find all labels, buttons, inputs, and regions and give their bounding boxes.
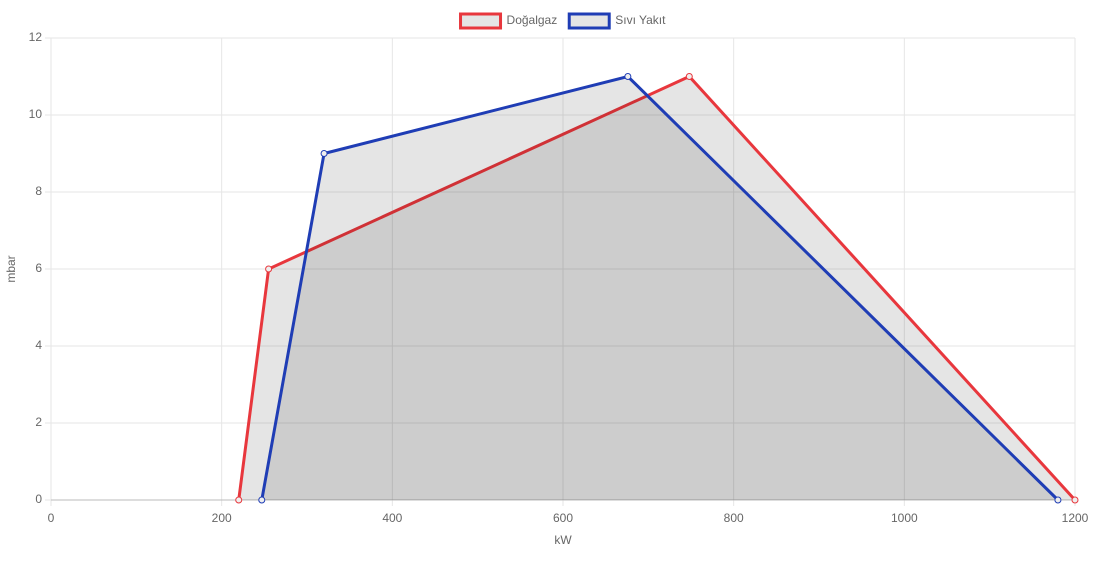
legend-item[interactable]: Sıvı Yakıt (567, 12, 666, 30)
y-tick-label: 6 (35, 261, 42, 275)
point (1071, 496, 1079, 504)
legend-swatch (567, 12, 611, 30)
point (685, 73, 693, 80)
legend-label: Sıvı Yakıt (615, 13, 666, 27)
x-tick-label: 800 (724, 511, 744, 525)
x-tick-label: 0 (48, 511, 55, 525)
point (258, 496, 266, 504)
legend-label: Doğalgaz (507, 13, 558, 27)
y-tick-label: 0 (35, 492, 42, 506)
point (1054, 496, 1062, 504)
point (235, 496, 243, 504)
line (260, 74, 1059, 502)
x-tick-label: 1200 (1062, 511, 1089, 525)
point (265, 265, 273, 273)
x-tick-label: 200 (212, 511, 232, 525)
y-tick-label: 2 (35, 415, 42, 429)
legend-swatch (459, 12, 503, 30)
x-tick-label: 600 (553, 511, 573, 525)
legend-item[interactable]: Doğalgaz (459, 12, 558, 30)
x-axis-label: kW (554, 533, 572, 547)
x-tick-label: 400 (382, 511, 402, 525)
point (624, 73, 632, 80)
legend: Doğalgaz Sıvı Yakıt (459, 12, 666, 30)
x-tick-label: 1000 (891, 511, 918, 525)
y-tick-label: 10 (29, 107, 43, 121)
area (238, 76, 1075, 500)
y-axis-label: mbar (4, 255, 18, 282)
area (261, 76, 1058, 500)
y-tick-label: 12 (29, 30, 43, 44)
line (237, 74, 1077, 502)
y-tick-label: 8 (35, 184, 42, 198)
y-tick-label: 4 (35, 338, 42, 352)
point (320, 150, 328, 157)
